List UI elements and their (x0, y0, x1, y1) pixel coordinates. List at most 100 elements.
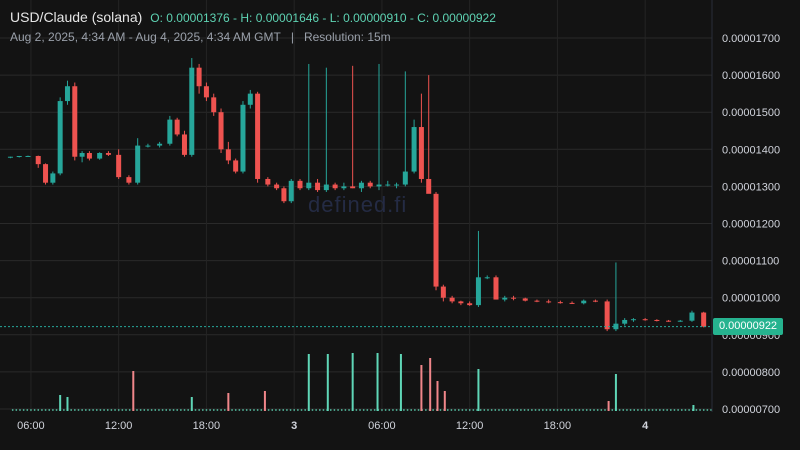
volume-bar (344, 409, 347, 411)
candle (274, 182, 280, 191)
volume-bar (420, 365, 423, 411)
candle (358, 180, 364, 192)
volume-bar (55, 409, 58, 411)
volume-bar (399, 354, 402, 411)
candle-body (64, 86, 70, 102)
volume-bar (81, 409, 83, 411)
resolution-label[interactable]: Resolution: 15m (303, 30, 391, 44)
volume-bar (494, 409, 497, 411)
candle-body (126, 177, 132, 183)
candle (247, 89, 253, 109)
volume-bar (384, 409, 387, 411)
candle-body (385, 184, 391, 186)
candle (418, 93, 424, 183)
candle-body (467, 303, 473, 306)
candle (218, 108, 224, 154)
candle (376, 63, 382, 191)
candle (654, 319, 660, 322)
volume-bar (103, 409, 105, 411)
volume-bar (549, 409, 551, 411)
volume-bar (585, 409, 588, 411)
candle (265, 177, 271, 187)
volume-bar (673, 409, 676, 411)
volume-bar (366, 409, 369, 411)
volume-bar (688, 409, 690, 411)
volume-bar (351, 353, 354, 411)
volume-bar (26, 409, 29, 411)
candle-body (546, 301, 552, 303)
time-tick-label: 18:00 (193, 420, 221, 432)
candle (116, 149, 122, 179)
candle-body (265, 178, 271, 185)
price-axis: 0.00001700 0.00001600 0.00001500 0.00001400… (722, 33, 780, 416)
candle (642, 318, 648, 321)
candle-body (323, 184, 329, 191)
volume-bar (523, 409, 526, 411)
volume-bar (249, 409, 252, 411)
volume-bar (88, 409, 91, 411)
volume-bar (267, 409, 270, 411)
candle (402, 71, 408, 187)
volume-bar (571, 409, 573, 411)
candle (630, 318, 636, 322)
volume-bar (659, 409, 661, 411)
volume-bar (702, 409, 705, 411)
volume-bar (600, 409, 603, 411)
candle-body (97, 153, 103, 159)
volume-bar (143, 409, 146, 411)
volume-bar (77, 409, 80, 411)
volume-bar (110, 409, 113, 411)
date-range: Aug 2, 2025, 4:34 AM - Aug 4, 2025, 4:34… (10, 30, 281, 44)
volume-bar (498, 409, 500, 411)
candle-body (332, 184, 338, 189)
volume-bar (234, 409, 237, 411)
volume-bar (392, 409, 394, 411)
candle (64, 80, 70, 105)
candle-body (701, 312, 707, 327)
volume-bar (370, 409, 372, 411)
candle (449, 295, 455, 304)
candle (367, 180, 373, 189)
candle-body (557, 302, 563, 304)
volume-bar (128, 409, 131, 411)
volume-bar (165, 409, 167, 411)
volume-bar (216, 409, 219, 411)
candle-body (677, 320, 683, 322)
candle (167, 115, 173, 146)
volume-bar (223, 409, 226, 411)
volume-bar (487, 409, 489, 411)
candles (7, 58, 707, 332)
candle-body (43, 164, 49, 183)
volume-bar (169, 409, 171, 411)
volume-bar (326, 354, 329, 411)
candle (57, 97, 63, 176)
candle-body (218, 112, 224, 150)
volume-bar (589, 409, 592, 411)
candle-body (367, 182, 373, 187)
candle-body (196, 67, 202, 87)
volume-bar (355, 409, 358, 411)
candle (86, 151, 92, 161)
candle-body (511, 297, 517, 299)
volume-bar (44, 409, 47, 411)
candle (211, 93, 217, 116)
volume-bar (447, 409, 449, 411)
candle-body (358, 182, 364, 189)
candle-body (581, 300, 587, 304)
candle-body (315, 182, 321, 191)
volume-bar (388, 409, 391, 411)
volume-bar (626, 409, 628, 411)
candle (306, 63, 312, 191)
volume-bar (117, 409, 120, 411)
volume-bar (52, 409, 54, 411)
candle (16, 155, 22, 158)
candle (225, 141, 231, 165)
volume-bar (340, 409, 343, 411)
candle (592, 299, 598, 303)
volume-bar (209, 409, 211, 411)
candle (440, 284, 446, 302)
volume-bar (337, 409, 339, 411)
volume-bar (172, 409, 175, 411)
volume-bar (538, 409, 540, 411)
